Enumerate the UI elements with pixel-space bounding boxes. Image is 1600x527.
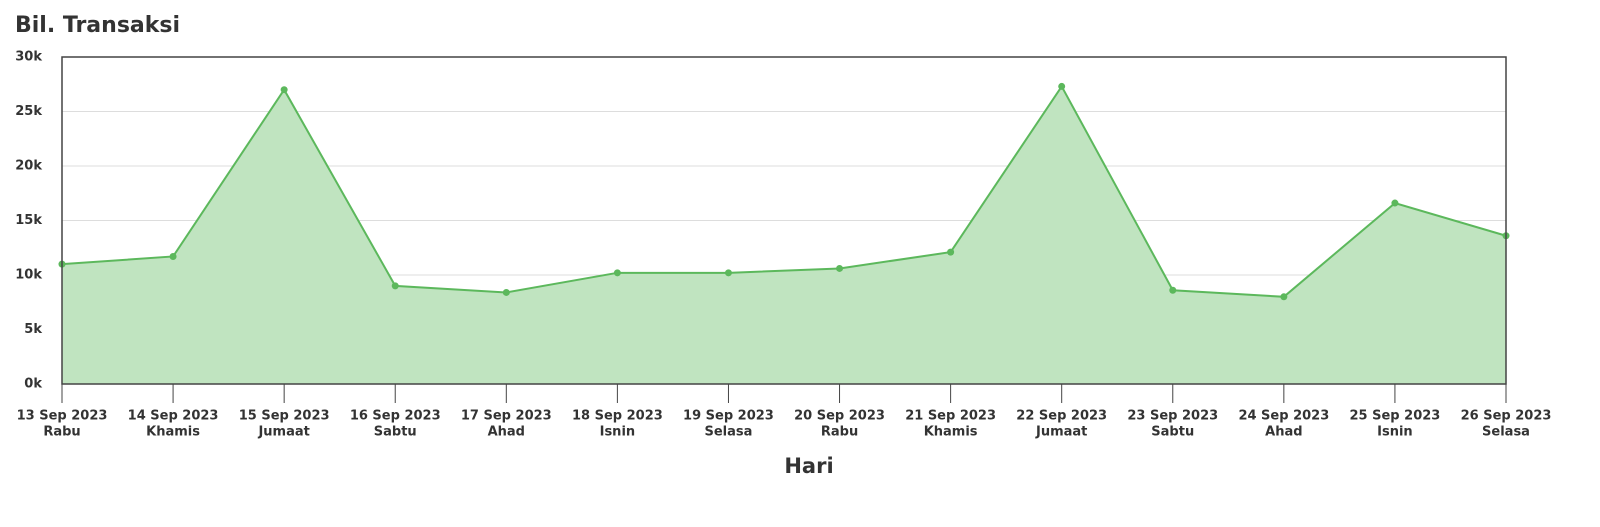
x-tick-label: 18 Sep 2023 (572, 409, 663, 424)
x-tick-label: 25 Sep 2023 (1350, 409, 1441, 424)
point (1391, 199, 1399, 207)
x-tick-label: 22 Sep 2023 (1016, 409, 1107, 424)
y-tick-label: 30k (15, 50, 42, 65)
x-tick-weekday: Rabu (43, 425, 80, 440)
point (1280, 293, 1288, 301)
x-axis-title: Hari (784, 454, 833, 478)
x-tick-weekday: Rabu (821, 425, 858, 440)
x-tick-weekday: Isnin (600, 425, 636, 440)
x-tick-weekday: Jumaat (1035, 425, 1087, 440)
point (947, 248, 955, 256)
x-tick-label: 14 Sep 2023 (128, 409, 219, 424)
x-tick-label: 26 Sep 2023 (1461, 409, 1552, 424)
x-tick-weekday: Isnin (1377, 425, 1413, 440)
x-tick-label: 13 Sep 2023 (17, 409, 108, 424)
point (724, 269, 732, 277)
point (1169, 286, 1177, 294)
x-tick-weekday: Selasa (1482, 425, 1530, 440)
x-tick-label: 19 Sep 2023 (683, 409, 774, 424)
x-tick-weekday: Jumaat (257, 425, 309, 440)
x-tick-label: 16 Sep 2023 (350, 409, 441, 424)
x-tick-label: 15 Sep 2023 (239, 409, 330, 424)
x-tick-label: 21 Sep 2023 (905, 409, 996, 424)
point (836, 264, 844, 272)
point (280, 86, 288, 94)
point (169, 252, 177, 260)
y-tick-label: 0k (24, 377, 42, 392)
x-tick-label: 23 Sep 2023 (1127, 409, 1218, 424)
y-tick-label: 5k (24, 322, 42, 337)
x-tick-weekday: Ahad (488, 425, 525, 440)
x-tick-label: 24 Sep 2023 (1238, 409, 1329, 424)
x-tick-label: 17 Sep 2023 (461, 409, 552, 424)
line (61, 84, 1507, 298)
x-tick-label: 20 Sep 2023 (794, 409, 885, 424)
area (62, 86, 1506, 385)
point (502, 288, 510, 296)
y-tick-label: 10k (15, 268, 42, 283)
x-tick-weekday: Khamis (146, 425, 200, 440)
x-tick-weekday: Sabtu (374, 425, 417, 440)
y-tick-label: 20k (15, 159, 42, 174)
point (613, 269, 621, 277)
y-tick-label: 15k (15, 213, 42, 228)
point (1058, 82, 1066, 90)
chart-title: Bil. Transaksi (15, 13, 180, 38)
x-tick-weekday: Selasa (705, 425, 753, 440)
x-tick-weekday: Sabtu (1151, 425, 1194, 440)
x-tick-weekday: Ahad (1265, 425, 1302, 440)
point (391, 282, 399, 290)
y-tick-label: 25k (15, 104, 42, 119)
plot-border (61, 56, 1507, 385)
x-tick-weekday: Khamis (924, 425, 978, 440)
